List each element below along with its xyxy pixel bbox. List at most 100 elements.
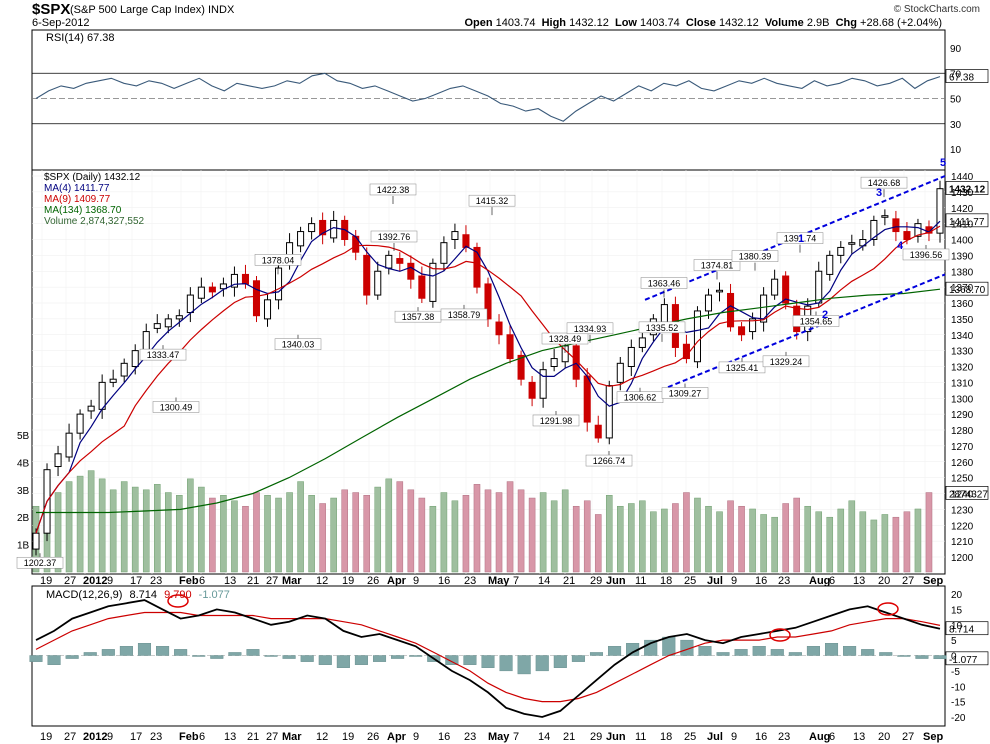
macd-histogram-bar	[29, 655, 43, 662]
chart-header: $SPX (S&P 500 Large Cap Index) INDX 6-Se…	[0, 0, 990, 30]
price-tick-label: 1430	[951, 188, 974, 199]
candle-body	[605, 385, 613, 439]
wave-label: 3	[876, 187, 882, 199]
macd-histogram-bar	[933, 655, 947, 660]
macd-histogram-bar	[698, 646, 712, 656]
macd-value-tag: 8.714	[949, 625, 974, 636]
candle-body	[727, 292, 735, 328]
macd-tick-label: 0	[951, 652, 957, 663]
volume-bar	[848, 500, 856, 573]
macd-histogram-bar	[662, 636, 676, 656]
volume-bar	[495, 492, 503, 573]
macd-crossover-circle	[769, 628, 791, 642]
volume-bar	[396, 481, 404, 573]
price-tick-label: 1440	[951, 172, 974, 183]
x-axis-label: 6	[199, 575, 205, 587]
annotation-box	[254, 254, 302, 266]
candle-body	[131, 350, 139, 367]
x-axis-label-macd: 6	[829, 731, 835, 743]
legend-price: $SPX (Daily) 1432.12	[44, 172, 141, 183]
annotation-box	[532, 414, 580, 427]
volume-bar	[583, 500, 591, 573]
rsi-tick-label: 30	[950, 120, 962, 131]
candle-body	[385, 254, 393, 269]
annotation-box	[152, 401, 200, 413]
x-axis-label-macd: 21	[247, 731, 259, 743]
x-axis-label-macd: 11	[635, 731, 646, 743]
volume-bar	[418, 497, 426, 573]
volume-bar	[550, 500, 558, 573]
candle-body	[175, 315, 183, 320]
annotation-label: 1391.74	[784, 234, 817, 244]
x-axis-label-macd: Jul	[707, 731, 723, 743]
candle-body	[462, 234, 470, 248]
x-axis-label-macd: 23	[150, 731, 162, 743]
annotation-label: 1334.93	[574, 324, 607, 334]
candle-body	[120, 362, 128, 377]
candle-body	[704, 294, 713, 312]
volume-bar	[859, 511, 867, 573]
wave-label: 1	[798, 233, 804, 245]
x-axis-label: Aug	[809, 575, 830, 587]
annotation-label: 1328.49	[549, 334, 582, 344]
x-axis-label-macd: 17	[130, 731, 142, 743]
candle-body	[848, 242, 856, 245]
volume-bar	[153, 484, 161, 573]
macd-histogram-bar	[83, 652, 97, 656]
macd-histogram-bar	[318, 655, 332, 665]
x-axis-label: 7	[513, 575, 519, 587]
ma4-line	[35, 220, 941, 534]
volume-bar	[705, 505, 712, 573]
x-axis-label: 16	[755, 575, 767, 587]
volume-bar	[528, 497, 536, 573]
rsi-tick-label: 50	[950, 95, 962, 106]
x-axis-label: 9	[731, 575, 737, 587]
x-axis-label-macd: Mar	[282, 731, 302, 743]
rsi-value-tag: 67.38	[949, 73, 974, 84]
volume-bar	[617, 505, 624, 573]
annotation-box	[661, 387, 709, 399]
annotation-label: 1266.74	[593, 456, 626, 466]
volume-bar	[275, 497, 282, 573]
volume-bar	[54, 492, 62, 573]
x-axis-label-macd: Sep	[923, 731, 943, 743]
macd-histogram-bar	[571, 655, 585, 662]
volume-bar	[628, 503, 635, 573]
volume-bar	[374, 486, 382, 573]
volume-bar	[187, 478, 194, 573]
volume-bar	[716, 511, 723, 573]
volume-bar	[782, 503, 789, 573]
annotation-label: 1335.52	[646, 323, 679, 333]
candle-body	[837, 246, 845, 256]
x-axis-label: Mar	[282, 575, 302, 587]
x-axis-label: Apr	[387, 575, 407, 587]
candle-body	[109, 378, 117, 383]
macd-hist-tag: -1.077	[949, 655, 978, 666]
annotation-label: 1374.81	[701, 260, 734, 270]
annotation-label: 1415.32	[476, 196, 509, 206]
candle-body	[308, 223, 316, 233]
volume-bar	[352, 492, 359, 573]
macd-histogram-bar	[716, 652, 730, 656]
candle-body	[418, 275, 426, 299]
candle-body	[495, 321, 503, 336]
price-legend: $SPX (Daily) 1432.12 MA(4) 1411.77 MA(9)…	[44, 172, 145, 227]
candle-body	[528, 381, 536, 399]
annotation-label: 1291.98	[540, 416, 573, 426]
x-axis-label-macd: 27	[64, 731, 76, 743]
volume-bar	[330, 497, 337, 573]
candle-body	[517, 354, 525, 380]
candle-body	[396, 258, 404, 264]
candle-body	[638, 337, 646, 348]
x-axis-label: 6	[829, 575, 835, 587]
rsi-tick-label: 70	[950, 69, 962, 80]
x-axis-label: 9	[107, 575, 113, 587]
macd-histogram-bar	[210, 655, 224, 659]
annotation-label: 1306.62	[624, 393, 657, 403]
annotation-box	[693, 259, 741, 271]
macd-histogram-bar	[897, 655, 911, 657]
macd-crossover-circle	[877, 602, 899, 616]
annotation-label: 1426.68	[868, 178, 901, 188]
x-axis-label: 21	[247, 575, 259, 587]
macd-histogram-bar	[553, 655, 567, 669]
